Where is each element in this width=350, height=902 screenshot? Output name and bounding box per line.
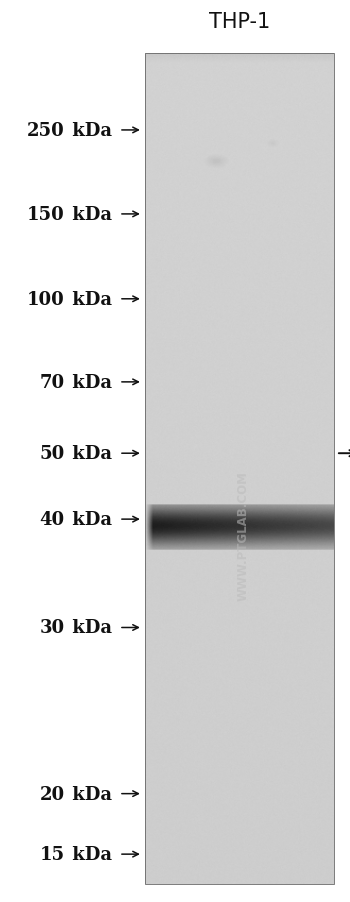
Text: 250: 250 <box>27 122 65 140</box>
Text: 50: 50 <box>40 445 65 463</box>
Text: kDa: kDa <box>66 619 112 637</box>
Bar <box>145 54 334 884</box>
Text: kDa: kDa <box>66 445 112 463</box>
Text: 15: 15 <box>40 845 65 863</box>
Text: WWW.PTGLAB.COM: WWW.PTGLAB.COM <box>237 471 250 601</box>
Text: THP-1: THP-1 <box>209 12 270 32</box>
Text: kDa: kDa <box>66 511 112 529</box>
Text: 30: 30 <box>40 619 65 637</box>
Text: 150: 150 <box>27 206 65 224</box>
Text: kDa: kDa <box>66 785 112 803</box>
Text: kDa: kDa <box>66 373 112 391</box>
Text: kDa: kDa <box>66 122 112 140</box>
Text: 40: 40 <box>40 511 65 529</box>
Text: kDa: kDa <box>66 290 112 308</box>
Text: kDa: kDa <box>66 845 112 863</box>
Text: 20: 20 <box>40 785 65 803</box>
Text: 100: 100 <box>27 290 65 308</box>
Text: kDa: kDa <box>66 206 112 224</box>
Text: 70: 70 <box>40 373 65 391</box>
